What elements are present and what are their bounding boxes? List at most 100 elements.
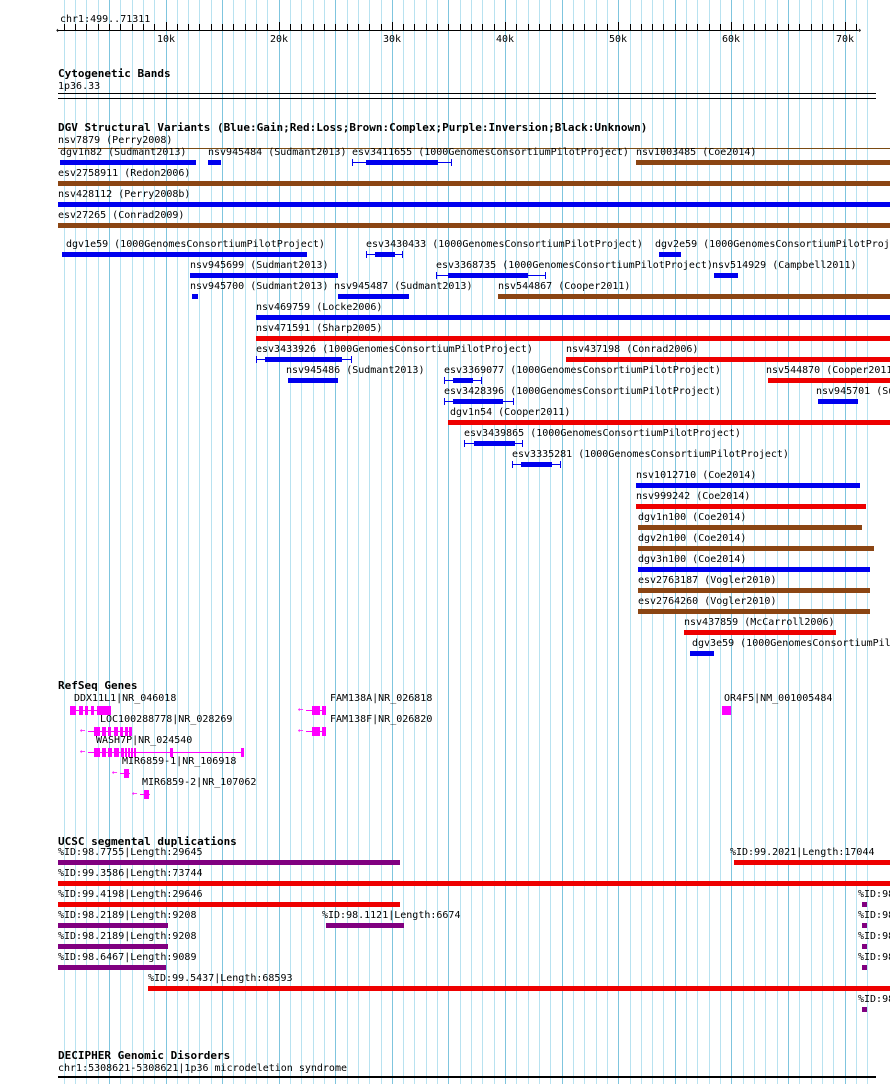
- dgv-variant-bar[interactable]: [638, 588, 870, 593]
- dgv-variant-bar[interactable]: [768, 378, 890, 383]
- dgv-variant-label[interactable]: nsv437198 (Conrad2006): [566, 344, 699, 355]
- gene-model[interactable]: ←: [80, 727, 132, 736]
- gene-model[interactable]: ←: [298, 706, 326, 715]
- segdup-bar[interactable]: [862, 902, 867, 907]
- segdup-bar[interactable]: [862, 965, 867, 970]
- gene-label[interactable]: LOC100288778|NR_028269: [100, 714, 233, 725]
- dgv-variant-label[interactable]: esv2758911 (Redon2006): [58, 168, 191, 179]
- segdup-bar[interactable]: [326, 923, 404, 928]
- dgv-variant-bar[interactable]: [448, 273, 528, 278]
- segdup-label[interactable]: %ID:98.2189|Length:9208: [58, 931, 197, 942]
- dgv-variant-bar[interactable]: [453, 399, 503, 404]
- segdup-bar[interactable]: [734, 860, 890, 865]
- dgv-variant-bar[interactable]: [190, 273, 338, 278]
- dgv-variant-bar[interactable]: [338, 294, 409, 299]
- dgv-variant-bar[interactable]: [256, 336, 890, 341]
- segdup-label[interactable]: %ID:99.4198|Length:29646: [58, 889, 203, 900]
- dgv-variant-label[interactable]: dgv1n54 (Cooper2011): [450, 407, 571, 418]
- dgv-variant-label[interactable]: dgv3n100 (Coe2014): [638, 554, 747, 565]
- dgv-variant-label[interactable]: esv3433926 (1000GenomesConsortiumPilotPr…: [256, 344, 533, 355]
- dgv-variant-label[interactable]: nsv469759 (Locke2006): [256, 302, 383, 313]
- dgv-variant-label[interactable]: esv3430433 (1000GenomesConsortiumPilotPr…: [366, 239, 643, 250]
- gene-model[interactable]: ←: [112, 769, 130, 778]
- segdup-label[interactable]: %ID:99.5437|Length:68593: [148, 973, 293, 984]
- gene-model[interactable]: [722, 706, 731, 715]
- segdup-label[interactable]: %ID:98...: [858, 952, 890, 963]
- dgv-variant-label[interactable]: nsv945699 (Sudmant2013): [190, 260, 329, 271]
- dgv-variant-bar[interactable]: [208, 160, 221, 165]
- dgv-variant-label[interactable]: esv3368735 (1000GenomesConsortiumPilotPr…: [436, 260, 713, 271]
- segdup-label[interactable]: %ID:98.7755|Length:29645: [58, 847, 203, 858]
- dgv-variant-bar[interactable]: [638, 546, 874, 551]
- dgv-variant-label[interactable]: nsv514929 (Campbell2011): [712, 260, 857, 271]
- segdup-label[interactable]: %ID:98...: [858, 889, 890, 900]
- segdup-bar[interactable]: [58, 881, 890, 886]
- dgv-variant-bar[interactable]: [659, 252, 681, 257]
- gene-label[interactable]: DDX11L1|NR_046018: [74, 693, 177, 704]
- dgv-variant-bar[interactable]: [638, 525, 862, 530]
- segdup-label[interactable]: %ID:98...: [858, 931, 890, 942]
- dgv-variant-bar[interactable]: [636, 483, 860, 488]
- segdup-label[interactable]: %ID:98.6467|Length:9089: [58, 952, 197, 963]
- dgv-variant-bar[interactable]: [192, 294, 198, 299]
- dgv-variant-label[interactable]: nsv945487 (Sudmant2013): [334, 281, 473, 292]
- segdup-bar[interactable]: [58, 944, 168, 949]
- dgv-variant-label[interactable]: nsv471591 (Sharp2005): [256, 323, 383, 334]
- dgv-variant-label[interactable]: esv3428396 (1000GenomesConsortiumPilotPr…: [444, 386, 721, 397]
- dgv-variant-label[interactable]: esv3411655 (1000GenomesConsortiumPilotPr…: [352, 147, 629, 158]
- segdup-label[interactable]: %ID:98...: [858, 910, 890, 921]
- dgv-variant-bar[interactable]: [684, 630, 836, 635]
- gene-label[interactable]: MIR6859-2|NR_107062: [142, 777, 257, 788]
- dgv-variant-label[interactable]: esv3335281 (1000GenomesConsortiumPilotPr…: [512, 449, 789, 460]
- segdup-bar[interactable]: [58, 902, 400, 907]
- gene-model[interactable]: [70, 706, 111, 715]
- dgv-variant-label[interactable]: nsv544870 (Cooper2011): [766, 365, 890, 376]
- dgv-variant-label[interactable]: esv2764260 (Vogler2010): [638, 596, 777, 607]
- dgv-variant-bar[interactable]: [58, 181, 890, 186]
- gene-model[interactable]: ←: [298, 727, 326, 736]
- segdup-bar[interactable]: [58, 860, 400, 865]
- dgv-variant-label[interactable]: nsv1003485 (Coe2014): [636, 147, 757, 158]
- segdup-label[interactable]: %ID:99.2021|Length:17044: [730, 847, 875, 858]
- segdup-bar[interactable]: [58, 965, 166, 970]
- dgv-variant-bar[interactable]: [60, 160, 196, 165]
- dgv-variant-bar[interactable]: [498, 294, 890, 299]
- segdup-label[interactable]: %ID:99.3586|Length:73744: [58, 868, 203, 879]
- gene-label[interactable]: FAM138F|NR_026820: [330, 714, 433, 725]
- dgv-variant-bar[interactable]: [366, 160, 438, 165]
- dgv-variant-label[interactable]: nsv544867 (Cooper2011): [498, 281, 631, 292]
- segdup-bar[interactable]: [862, 923, 867, 928]
- dgv-variant-label[interactable]: nsv999242 (Coe2014): [636, 491, 751, 502]
- gene-label[interactable]: WASH7P|NR_024540: [96, 735, 193, 746]
- dgv-variant-label[interactable]: dgv2n100 (Coe2014): [638, 533, 747, 544]
- dgv-variant-label[interactable]: esv27265 (Conrad2009): [58, 210, 185, 221]
- dgv-variant-bar[interactable]: [265, 357, 342, 362]
- dgv-variant-bar[interactable]: [474, 441, 515, 446]
- dgv-variant-label[interactable]: nsv437859 (McCarroll2006): [684, 617, 835, 628]
- dgv-variant-label[interactable]: dgv1n100 (Coe2014): [638, 512, 747, 523]
- dgv-variant-bar[interactable]: [58, 202, 890, 207]
- dgv-variant-bar[interactable]: [521, 462, 552, 467]
- dgv-variant-bar[interactable]: [453, 378, 473, 383]
- dgv-variant-label[interactable]: nsv945700 (Sudmant2013): [190, 281, 329, 292]
- dgv-variant-bar[interactable]: [714, 273, 738, 278]
- dgv-variant-label[interactable]: esv3369077 (1000GenomesConsortiumPilotPr…: [444, 365, 721, 376]
- dgv-variant-label[interactable]: nsv428112 (Perry2008b): [58, 189, 191, 200]
- dgv-variant-bar[interactable]: [566, 357, 890, 362]
- dgv-variant-label[interactable]: nsv945484 (Sudmant2013): [208, 147, 347, 158]
- segdup-bar[interactable]: [148, 986, 890, 991]
- gene-model[interactable]: ←: [132, 790, 150, 799]
- dgv-variant-label[interactable]: esv2763187 (Vogler2010): [638, 575, 777, 586]
- gene-label[interactable]: MIR6859-1|NR_106918: [122, 756, 237, 767]
- dgv-variant-label[interactable]: dgv1n82 (Sudmant2013): [60, 147, 187, 158]
- dgv-variant-label[interactable]: nsv1012710 (Coe2014): [636, 470, 757, 481]
- gene-label[interactable]: FAM138A|NR_026818: [330, 693, 433, 704]
- gene-model[interactable]: ←: [80, 748, 244, 757]
- dgv-variant-bar[interactable]: [638, 567, 870, 572]
- segdup-label[interactable]: %ID:98.2189|Length:9208: [58, 910, 197, 921]
- dgv-variant-bar[interactable]: [448, 420, 890, 425]
- segdup-label[interactable]: %ID:98.1121|Length:6674: [322, 910, 461, 921]
- dgv-variant-bar[interactable]: [690, 651, 714, 656]
- dgv-variant-bar[interactable]: [636, 160, 890, 165]
- dgv-variant-bar[interactable]: [62, 252, 307, 257]
